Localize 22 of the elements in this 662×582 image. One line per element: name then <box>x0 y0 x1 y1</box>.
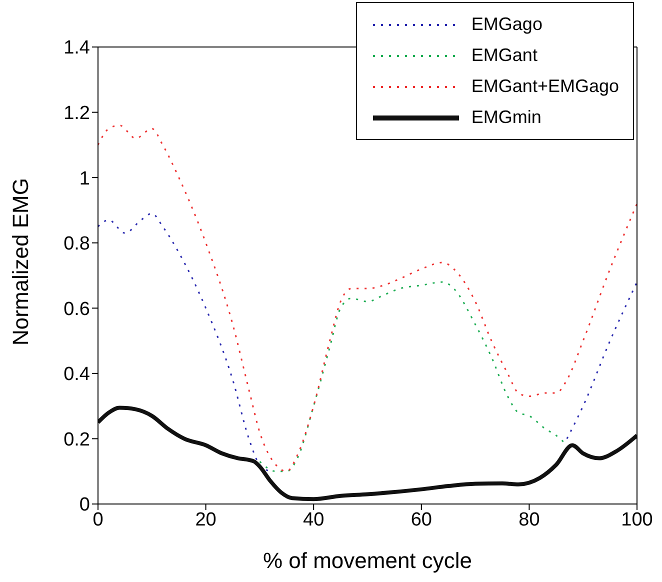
x-tick-label: 80 <box>518 509 540 530</box>
y-tick-label: 0.6 <box>64 298 90 320</box>
x-tick-label: 60 <box>410 509 432 530</box>
y-axis-title: Normalized EMG <box>8 178 33 346</box>
x-tick-label: 0 <box>92 509 104 530</box>
y-tick-label: 0.4 <box>64 364 90 386</box>
y-tick-label: 1.2 <box>64 103 90 124</box>
y-tick-label: 0.2 <box>64 429 90 450</box>
y-tick-label: 0 <box>79 494 90 516</box>
legend-label: EMGant <box>471 45 538 66</box>
line-series <box>98 124 637 472</box>
legend-label: EMGago <box>471 14 542 35</box>
line-series <box>98 406 637 502</box>
x-tick-label: 100 <box>621 509 653 530</box>
y-tick-label: 0.8 <box>64 234 90 255</box>
legend-label: EMGant+EMGago <box>471 76 619 97</box>
x-axis-title: % of movement cycle <box>262 548 472 573</box>
y-tick-label: 1 <box>79 168 90 190</box>
x-tick-label: 40 <box>303 509 324 530</box>
legend-label: EMGmin <box>471 107 542 128</box>
y-tick-label: 1.4 <box>64 38 90 59</box>
x-tick-label: 20 <box>195 509 216 530</box>
